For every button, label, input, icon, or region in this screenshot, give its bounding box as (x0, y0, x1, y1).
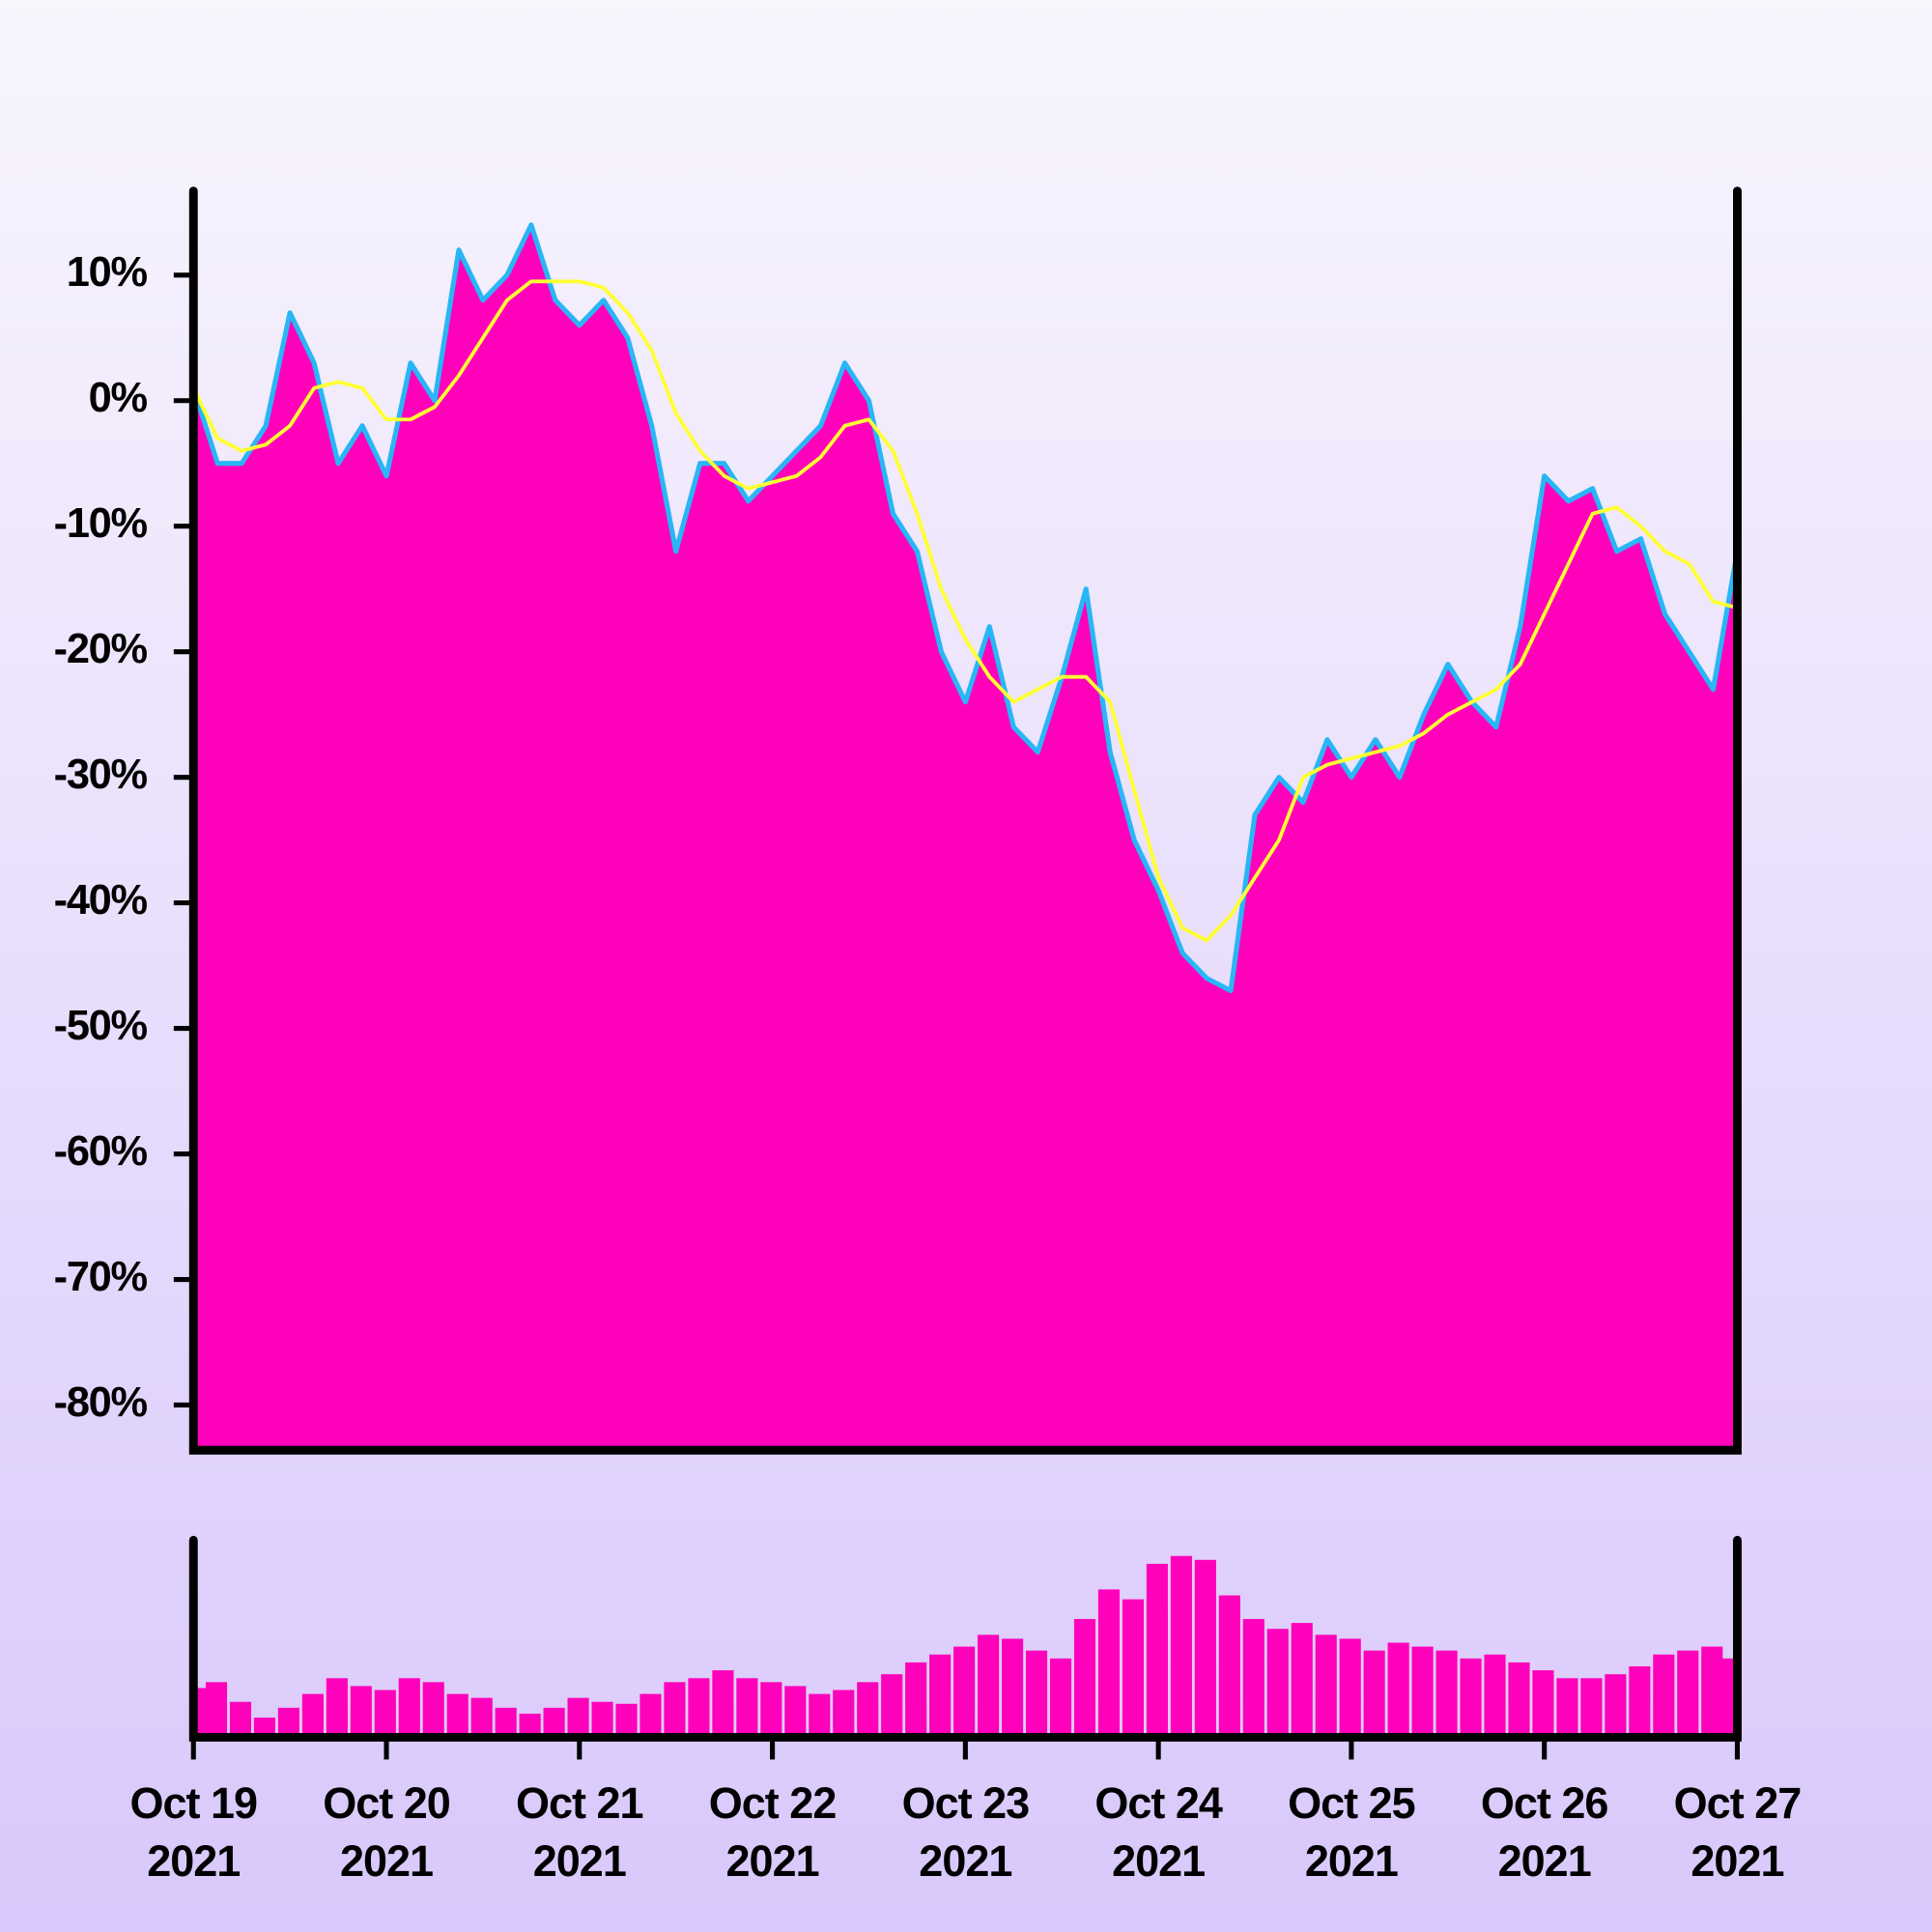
volume-bar (591, 1701, 613, 1738)
volume-bar (809, 1693, 831, 1738)
volume-bar (301, 1693, 324, 1738)
volume-bar (1484, 1654, 1506, 1738)
volume-bar (1049, 1658, 1072, 1738)
volume-bar (978, 1634, 1000, 1738)
volume-bar (664, 1682, 686, 1738)
x-tick-label: Oct 26 2021 (1480, 1777, 1609, 1886)
volume-bar (1508, 1662, 1530, 1738)
volume-bar (446, 1693, 469, 1738)
y-tick-label: 0% (89, 375, 148, 421)
y-tick-label: -40% (54, 877, 148, 923)
volume-bar (253, 1718, 276, 1738)
volume-bar (712, 1670, 734, 1738)
volume-bar (1387, 1642, 1409, 1738)
y-tick-label: -20% (54, 626, 148, 672)
volume-bar (1097, 1589, 1121, 1738)
volume-bar (929, 1654, 952, 1738)
y-tick-label: 10% (67, 249, 148, 296)
volume-bar (495, 1707, 517, 1738)
volume-bar (422, 1682, 444, 1738)
volume-bar (1532, 1670, 1554, 1738)
axis-frame (188, 1535, 1742, 1742)
volume-bar (1556, 1678, 1578, 1738)
series-line (191, 279, 1738, 943)
volume-bar (374, 1690, 396, 1738)
volume-bar (1339, 1638, 1361, 1738)
volume-bar (857, 1682, 879, 1738)
volume-bar (1411, 1646, 1434, 1738)
volume-bar (1002, 1638, 1024, 1738)
volume-bar (1146, 1563, 1168, 1738)
area-fill (193, 224, 1738, 1451)
volume-bar (833, 1690, 855, 1738)
x-tick-label: Oct 24 2021 (1094, 1777, 1223, 1886)
x-tick-label: Oct 21 2021 (516, 1777, 644, 1886)
volume-bar (1025, 1650, 1048, 1738)
y-tick-label: -10% (54, 500, 148, 547)
x-tick-label: Oct 27 2021 (1673, 1777, 1803, 1886)
volume-bar (1435, 1650, 1458, 1738)
axis-frame (188, 186, 1742, 1455)
x-tick-label: Oct 19 2021 (129, 1777, 258, 1886)
x-tick-label: Oct 20 2021 (323, 1777, 451, 1886)
volume-bar (1315, 1634, 1337, 1738)
volume-bar (1629, 1666, 1651, 1738)
volume-bar (784, 1686, 807, 1738)
y-tick-label: -50% (54, 1003, 148, 1049)
volume-bar (398, 1678, 420, 1738)
volume-bar (1460, 1658, 1482, 1738)
volume-bar (1122, 1599, 1145, 1738)
volume-bar (229, 1701, 252, 1738)
y-tick-label: -80% (54, 1379, 148, 1426)
volume-bar (1653, 1654, 1675, 1738)
volume-bar (1580, 1678, 1603, 1738)
volume-bar (736, 1678, 758, 1738)
volume-bar (1218, 1595, 1240, 1738)
volume-bar (1363, 1650, 1385, 1738)
volume-bar (277, 1707, 299, 1738)
volume-bar (639, 1693, 662, 1738)
y-tick-label: -70% (54, 1254, 148, 1300)
volume-bar (760, 1682, 782, 1738)
volume-bar (350, 1686, 372, 1738)
volume-bar (1291, 1623, 1313, 1738)
volume-bar (905, 1662, 927, 1738)
volume-bar (688, 1678, 710, 1738)
y-tick-label: -60% (54, 1128, 148, 1175)
volume-bar (1677, 1650, 1699, 1738)
volume-bar (1242, 1619, 1264, 1738)
volume-bar (519, 1713, 541, 1738)
volume-bar (1605, 1674, 1627, 1738)
x-tick-label: Oct 23 2021 (901, 1777, 1031, 1886)
volume-bar (881, 1674, 903, 1738)
series-line (190, 222, 1740, 994)
volume-bar (567, 1697, 589, 1738)
volume-bar (1073, 1619, 1096, 1738)
volume-bar (1713, 1658, 1736, 1738)
volume-bar (615, 1703, 638, 1738)
volume-bar (470, 1697, 493, 1738)
volume-bar (543, 1707, 565, 1738)
volume-bar (953, 1646, 976, 1738)
volume-bar (1194, 1559, 1216, 1738)
volume-bar (1170, 1555, 1192, 1738)
x-tick-label: Oct 25 2021 (1288, 1777, 1416, 1886)
y-tick-label: -30% (54, 752, 148, 798)
volume-bar (205, 1682, 228, 1738)
volume-bar (326, 1678, 348, 1738)
volume-bar (1266, 1629, 1289, 1738)
x-tick-label: Oct 22 2021 (708, 1777, 838, 1886)
